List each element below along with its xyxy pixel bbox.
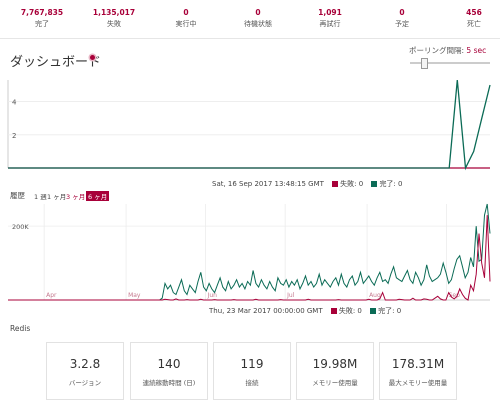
polling-slider[interactable] bbox=[410, 57, 490, 69]
realtime-chart: 24 bbox=[7, 79, 491, 171]
redis-card-value: 3.2.8 bbox=[69, 357, 101, 371]
stat-label: 再試行 bbox=[319, 20, 341, 28]
stat-label: 実行中 bbox=[175, 20, 197, 28]
series-line-failed bbox=[8, 215, 491, 301]
stat-value: 0 bbox=[399, 8, 405, 17]
stat-item[interactable]: 0 待機状態 bbox=[216, 8, 300, 30]
redis-card: 178.31M 最大メモリー使用量 bbox=[379, 342, 457, 400]
live-indicator-icon bbox=[90, 55, 95, 60]
processed-swatch-icon bbox=[371, 181, 378, 187]
slider-thumb[interactable] bbox=[421, 58, 428, 69]
realtime-failed-label: 失敗: 0 bbox=[340, 180, 364, 188]
redis-card: 119 接続 bbox=[213, 342, 291, 400]
polling-label: ポーリング間隔: bbox=[409, 46, 465, 55]
slider-track bbox=[410, 62, 490, 64]
failed-swatch-icon bbox=[330, 308, 337, 314]
y-tick-label: 200K bbox=[12, 223, 29, 231]
stat-label: 予定 bbox=[395, 20, 409, 28]
stat-value: 0 bbox=[255, 8, 261, 17]
y-tick-label: 4 bbox=[12, 99, 17, 107]
stat-label: 死亡 bbox=[467, 20, 481, 28]
history-tooltip-time: Thu, 23 Mar 2017 00:00:00 GMT bbox=[209, 307, 323, 315]
redis-card-value: 178.31M bbox=[391, 357, 445, 371]
redis-card-label: 最大メモリー使用量 bbox=[388, 379, 448, 387]
redis-card-value: 140 bbox=[157, 357, 181, 371]
redis-card: 3.2.8 バージョン bbox=[46, 342, 124, 400]
series-line-processed bbox=[8, 79, 491, 171]
realtime-legend: Sat, 16 Sep 2017 13:48:15 GMT 失敗: 0 完了: … bbox=[212, 179, 402, 189]
range-3-months[interactable]: 3 ヶ月 bbox=[66, 193, 86, 201]
redis-card: 19.98M メモリー使用量 bbox=[296, 342, 374, 400]
history-legend: Thu, 23 Mar 2017 00:00:00 GMT 失敗: 0 完了: … bbox=[209, 306, 401, 316]
redis-card-label: 接続 bbox=[245, 379, 259, 387]
x-tick-label: Sep bbox=[449, 292, 461, 299]
range-6-months[interactable]: 6 ヶ月 bbox=[86, 191, 110, 201]
redis-card: 140 連続稼動時間 (日) bbox=[130, 342, 208, 400]
page-title: ダッシュボード bbox=[10, 55, 102, 70]
polling-interval-label: ポーリング間隔: 5 sec bbox=[409, 45, 486, 56]
stat-value: 7,767,835 bbox=[20, 8, 64, 17]
history-failed-label: 失敗: 0 bbox=[338, 307, 362, 315]
stat-item[interactable]: 7,767,835 完了 bbox=[0, 8, 84, 30]
redis-card-value: 119 bbox=[240, 357, 264, 371]
stat-value: 1,135,017 bbox=[92, 8, 136, 17]
polling-rate: 5 sec bbox=[466, 46, 487, 55]
history-processed-label: 完了: 0 bbox=[378, 307, 402, 315]
realtime-processed-label: 完了: 0 bbox=[379, 180, 403, 188]
redis-card-label: メモリー使用量 bbox=[312, 379, 358, 387]
range-1-month[interactable]: 1 ヶ月 bbox=[47, 193, 67, 201]
stats-bar: 7,767,835 完了 1,135,017 失敗 0 実行中 0 待機状態 1,091 再試行 0… bbox=[0, 0, 500, 39]
range-1-week[interactable]: 1 週 bbox=[34, 193, 47, 201]
redis-card-label: バージョン bbox=[68, 379, 102, 387]
redis-card-value: 19.98M bbox=[312, 357, 358, 371]
x-tick-label: Aug bbox=[369, 292, 381, 299]
stat-label: 完了 bbox=[35, 20, 49, 28]
redis-card-label: 連続稼動時間 (日) bbox=[142, 379, 196, 387]
x-tick-label: May bbox=[128, 292, 141, 299]
redis-title: Redis bbox=[10, 324, 31, 333]
x-tick-label: Jun bbox=[207, 292, 218, 299]
stat-value: 0 bbox=[183, 8, 189, 17]
y-tick-label: 2 bbox=[12, 132, 16, 140]
stat-value: 456 bbox=[466, 8, 482, 17]
stat-item[interactable]: 1,091 再試行 bbox=[288, 8, 372, 30]
x-tick-label: Jul bbox=[286, 292, 295, 299]
stat-item[interactable]: 456 死亡 bbox=[432, 8, 500, 30]
stat-item[interactable]: 0 実行中 bbox=[144, 8, 228, 30]
history-chart: 200K Apr May Jun Jul Aug Sep bbox=[8, 203, 491, 301]
x-tick-label: Apr bbox=[46, 292, 57, 299]
realtime-tooltip-time: Sat, 16 Sep 2017 13:48:15 GMT bbox=[212, 180, 324, 188]
stat-label: 待機状態 bbox=[244, 20, 272, 28]
stat-item[interactable]: 0 予定 bbox=[360, 8, 444, 30]
stat-item[interactable]: 1,135,017 失敗 bbox=[72, 8, 156, 30]
history-title: 履歴 bbox=[10, 191, 25, 200]
stat-value: 1,091 bbox=[318, 8, 342, 17]
processed-swatch-icon bbox=[370, 308, 377, 314]
plot-area bbox=[8, 204, 490, 300]
failed-swatch-icon bbox=[332, 181, 339, 187]
stat-label: 失敗 bbox=[107, 20, 121, 28]
